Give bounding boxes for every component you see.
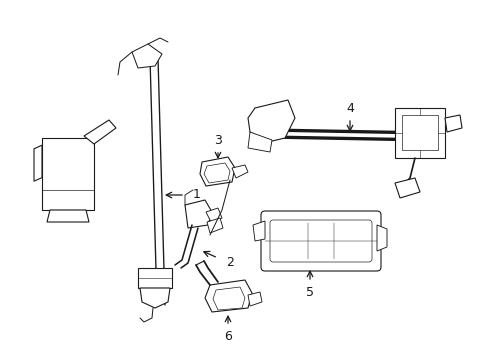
Polygon shape <box>252 221 264 241</box>
Circle shape <box>208 167 215 173</box>
Polygon shape <box>444 115 461 132</box>
Text: 5: 5 <box>305 285 313 298</box>
Circle shape <box>237 302 243 308</box>
Polygon shape <box>247 292 262 306</box>
Polygon shape <box>203 163 229 183</box>
Circle shape <box>261 111 268 119</box>
Polygon shape <box>247 132 271 152</box>
Polygon shape <box>205 208 222 224</box>
Text: 4: 4 <box>346 102 353 114</box>
Polygon shape <box>132 44 162 68</box>
Circle shape <box>449 121 457 129</box>
Polygon shape <box>206 218 223 233</box>
Polygon shape <box>247 100 294 142</box>
FancyBboxPatch shape <box>261 211 380 271</box>
Polygon shape <box>231 165 247 178</box>
Polygon shape <box>394 108 444 158</box>
Text: 2: 2 <box>225 256 233 269</box>
Text: 6: 6 <box>224 330 231 343</box>
Text: 1: 1 <box>193 189 201 202</box>
Polygon shape <box>84 120 116 144</box>
Circle shape <box>401 186 409 194</box>
Circle shape <box>54 154 82 182</box>
Polygon shape <box>42 138 94 210</box>
Polygon shape <box>47 210 89 222</box>
Text: 3: 3 <box>214 134 222 147</box>
Polygon shape <box>213 287 244 310</box>
Polygon shape <box>140 288 170 308</box>
Polygon shape <box>138 268 172 288</box>
Circle shape <box>274 122 281 129</box>
Circle shape <box>143 54 150 60</box>
Polygon shape <box>401 115 437 150</box>
Polygon shape <box>394 178 419 198</box>
Polygon shape <box>34 145 42 181</box>
Polygon shape <box>184 200 212 228</box>
Polygon shape <box>376 225 386 251</box>
Polygon shape <box>204 280 251 312</box>
Circle shape <box>219 172 224 178</box>
Polygon shape <box>200 157 235 186</box>
FancyBboxPatch shape <box>269 220 371 262</box>
Circle shape <box>254 125 261 131</box>
